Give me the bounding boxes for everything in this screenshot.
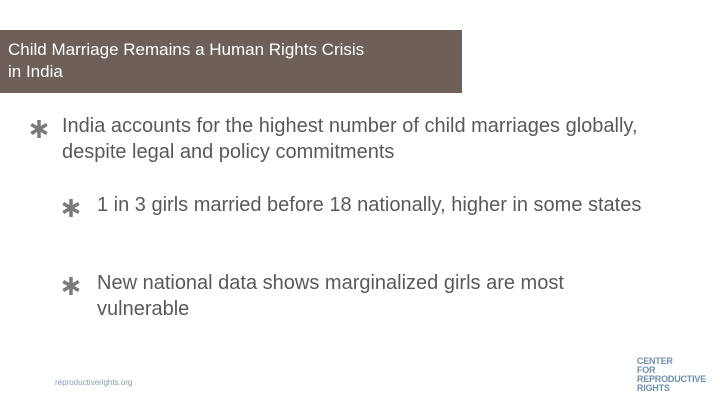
asterisk-stroke <box>30 122 48 136</box>
title-line: Child Marriage Remains a Human Rights Cr… <box>8 40 365 59</box>
asterisk-stroke <box>62 201 80 215</box>
bullet-text: India accounts for the highest number of… <box>62 115 638 163</box>
bullet-text: 1 in 3 girls married before 18 nationall… <box>97 194 642 216</box>
footer-url: reproductiverights.org <box>55 378 133 387</box>
title-line: in India <box>8 62 63 81</box>
bullet-asterisk <box>30 120 48 138</box>
logo-line: RIGHTS <box>636 383 670 393</box>
bullet-asterisk <box>62 277 80 295</box>
bullet-asterisk <box>62 199 80 217</box>
logo-line: FOR <box>636 365 656 375</box>
logo-line: CENTER <box>636 356 673 366</box>
title-box: Child Marriage Remains a Human Rights Cr… <box>0 30 462 93</box>
asterisk-stroke <box>62 279 80 293</box>
logo-line: REPRODUCTIVE <box>636 374 706 384</box>
bullet-text: New national data shows marginalized gir… <box>97 272 564 320</box>
logo: CENTER FOR REPRODUCTIVE RIGHTS <box>637 357 706 393</box>
